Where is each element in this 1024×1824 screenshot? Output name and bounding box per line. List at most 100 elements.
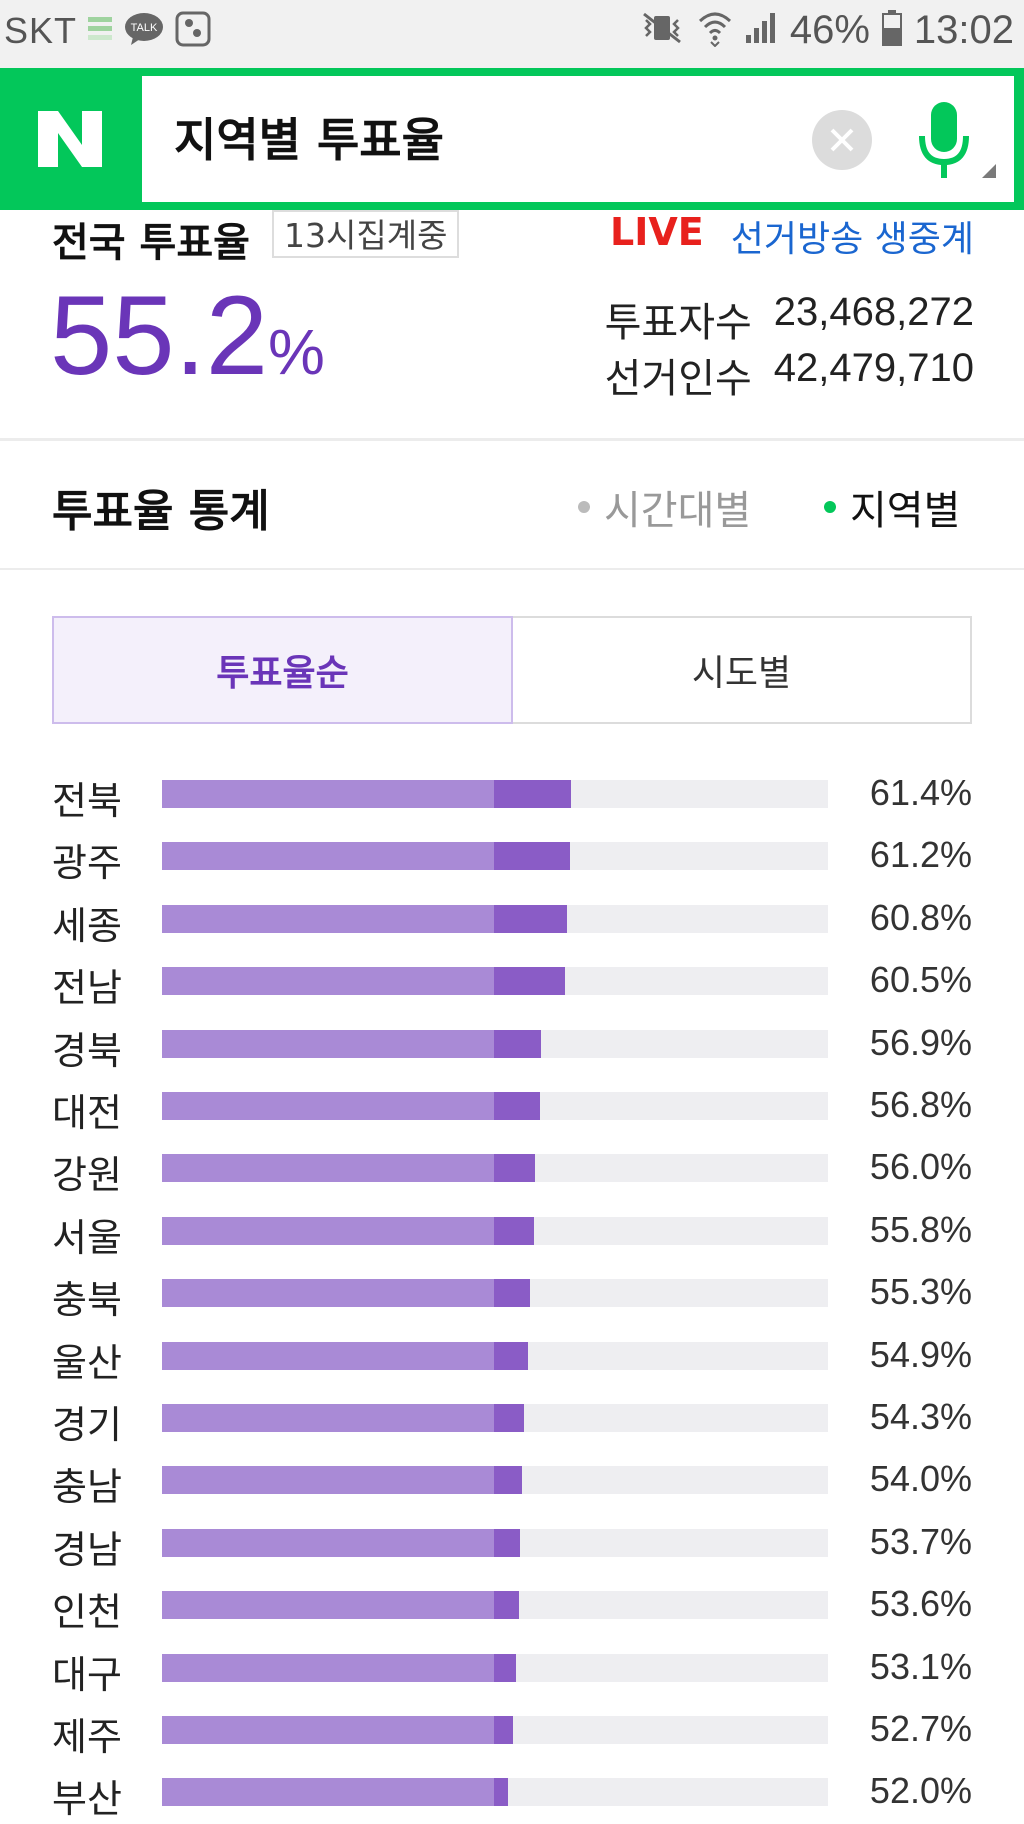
turnout-value-label: 54.0%: [869, 1458, 972, 1500]
region-label: 경북: [52, 1028, 122, 1073]
turnout-bar-increment: [494, 1778, 509, 1807]
turnout-bar-increment: [494, 967, 565, 996]
table-row: 충북 55.3%: [0, 1263, 1024, 1325]
electorate-row: 선거인수 42,479,710: [605, 346, 974, 404]
bar-track: [162, 1653, 828, 1682]
turnout-bar: [162, 1216, 494, 1245]
turnout-value-label: 55.8%: [869, 1208, 972, 1250]
turnout-value-label: 56.9%: [869, 1021, 972, 1063]
turnout-value-label: 54.9%: [869, 1333, 972, 1375]
turnout-bar: [162, 1466, 494, 1495]
region-label: 경기: [52, 1403, 122, 1447]
status-bar: SKT TALK 46% 13:02: [0, 0, 1024, 68]
broadcast-live-link[interactable]: 선거방송 생중계: [730, 219, 974, 260]
search-input[interactable]: 지역별 투표율: [174, 113, 444, 167]
table-row: 부산 52.0%: [0, 1762, 1024, 1824]
turnout-bar: [162, 842, 494, 871]
notification-app-icon: [175, 11, 211, 52]
bar-track: [162, 780, 828, 808]
table-row: 경기 54.3%: [0, 1388, 1024, 1450]
voice-search-button[interactable]: [914, 100, 974, 184]
clock: 13:02: [913, 8, 1014, 52]
turnout-bar-increment: [494, 1716, 513, 1744]
turnout-value-label: 60.5%: [869, 959, 972, 1001]
region-label: 대구: [52, 1652, 122, 1697]
table-row: 대구 53.1%: [0, 1638, 1024, 1700]
svg-text:TALK: TALK: [131, 22, 158, 34]
section-divider: [0, 438, 1024, 441]
naver-logo[interactable]: [0, 68, 140, 210]
turnout-value-label: 53.7%: [869, 1520, 972, 1562]
turnout-value-label: 61.2%: [869, 834, 972, 876]
sim-card-icon: [87, 14, 113, 49]
signal-icon: [744, 11, 778, 50]
turnout-bar-increment: [494, 1653, 516, 1682]
turnout-bar: [162, 1279, 494, 1308]
region-label: 충남: [52, 1465, 122, 1510]
turnout-value-label: 56.8%: [869, 1084, 972, 1125]
electorate-label: 선거인수: [604, 356, 752, 402]
table-row: 세종 60.8%: [0, 889, 1024, 951]
tab-by-time[interactable]: 시간대별: [578, 478, 751, 536]
voters-label: 투표자수: [604, 300, 752, 346]
close-icon: [830, 128, 854, 152]
table-row: 서울 55.8%: [0, 1201, 1024, 1263]
bar-track: [162, 1092, 828, 1120]
region-label: 제주: [52, 1715, 122, 1759]
turnout-bar-increment: [494, 1154, 535, 1183]
bar-track: [162, 1591, 828, 1620]
search-box[interactable]: 지역별 투표율: [142, 76, 1014, 202]
turnout-bar-increment: [494, 1466, 522, 1495]
tab-by-region-label: 지역별: [850, 488, 961, 534]
bar-track: [162, 1466, 828, 1495]
microphone-icon: [919, 102, 969, 178]
battery-percent: 46%: [789, 8, 870, 52]
table-row: 광주 61.2%: [0, 826, 1024, 888]
region-label: 광주: [52, 841, 122, 886]
turnout-bar: [162, 1154, 494, 1183]
wifi-icon: [698, 9, 732, 52]
bar-track: [162, 1778, 828, 1807]
turnout-value-label: 53.1%: [869, 1645, 972, 1687]
carrier-label: SKT: [4, 10, 78, 51]
turnout-bar: [162, 1653, 494, 1682]
bar-track: [162, 967, 828, 996]
voters-row: 투표자수 23,468,272: [605, 290, 974, 348]
table-row: 전북 61.4%: [0, 764, 1024, 826]
tab-by-time-label: 시간대별: [604, 488, 752, 534]
search-header: 지역별 투표율: [0, 68, 1024, 210]
turnout-value-label: 55.3%: [869, 1271, 972, 1313]
sort-by-province-button[interactable]: 시도별: [513, 616, 972, 724]
sort-by-rate-button[interactable]: 투표율순: [52, 616, 513, 724]
rate-value: 55.2: [50, 273, 268, 398]
table-row: 경남 53.7%: [0, 1513, 1024, 1575]
turnout-bar-increment: [494, 1029, 541, 1058]
clear-search-button[interactable]: [812, 110, 872, 170]
region-label: 인천: [52, 1590, 122, 1635]
bar-track: [162, 1029, 828, 1058]
region-label: 세종: [52, 903, 122, 948]
table-row: 울산 54.9%: [0, 1326, 1024, 1388]
turnout-bar: [162, 1341, 494, 1370]
table-row: 충남 54.0%: [0, 1450, 1024, 1512]
turnout-value-label: 54.3%: [869, 1396, 972, 1437]
voters-value: 23,468,272: [773, 290, 974, 334]
region-label: 대전: [52, 1091, 122, 1135]
live-badge: LIVE: [610, 210, 704, 254]
bar-track: [162, 1716, 828, 1744]
turnout-bar-increment: [494, 1591, 519, 1620]
vibrate-mute-icon: [638, 10, 686, 51]
tab-by-region[interactable]: 지역별: [824, 478, 960, 536]
turnout-bar: [162, 1778, 494, 1807]
national-turnout-title: 전국 투표율: [52, 220, 250, 266]
table-row: 경북 56.9%: [0, 1014, 1024, 1076]
table-row: 대전 56.8%: [0, 1076, 1024, 1138]
national-turnout-rate: 55.2%: [50, 280, 325, 392]
turnout-bar-increment: [494, 1341, 528, 1370]
turnout-bar-increment: [494, 1216, 534, 1245]
turnout-bar-increment: [494, 1528, 520, 1557]
bar-track: [162, 1341, 828, 1370]
section-divider: [0, 568, 1024, 570]
table-row: 인천 53.6%: [0, 1575, 1024, 1637]
region-label: 충북: [52, 1278, 122, 1323]
